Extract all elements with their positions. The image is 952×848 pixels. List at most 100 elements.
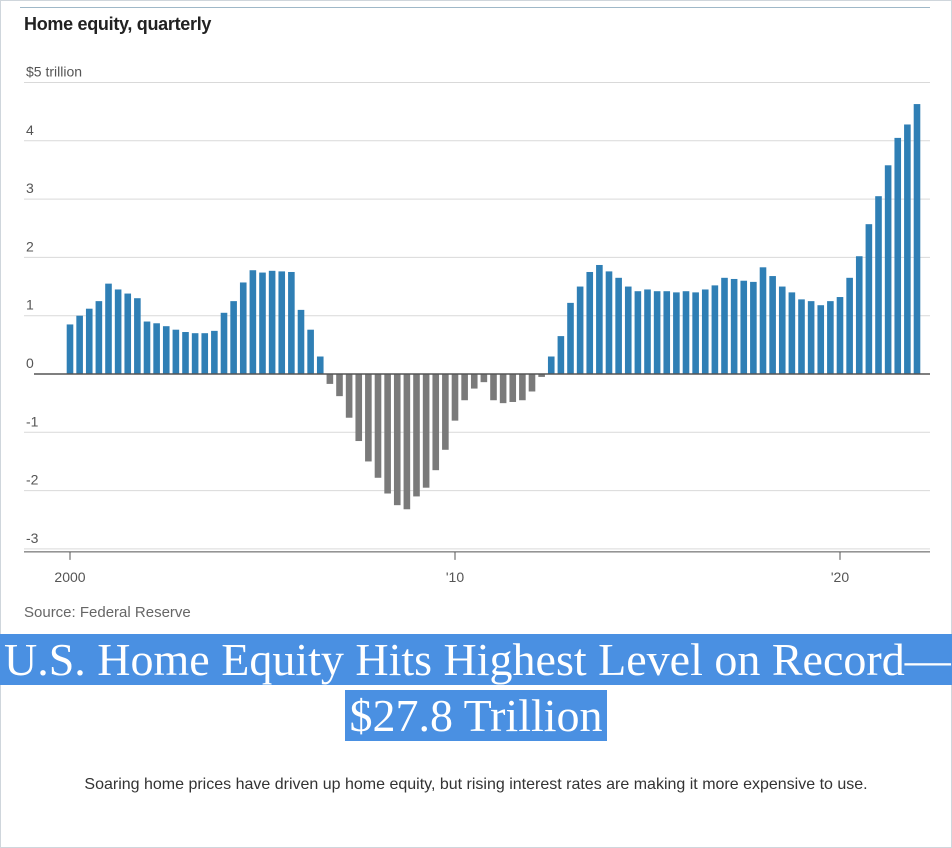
bar	[528, 374, 536, 392]
bar	[615, 277, 622, 374]
bar	[836, 297, 844, 374]
bar	[884, 165, 892, 374]
bar	[297, 309, 305, 374]
bar	[239, 282, 247, 374]
bar	[230, 301, 237, 375]
bar	[807, 301, 815, 375]
bar	[76, 315, 83, 374]
bar	[134, 298, 141, 374]
bar	[326, 374, 334, 384]
y-tick-label: 3	[26, 180, 34, 196]
bar	[711, 285, 719, 374]
bar	[827, 301, 834, 375]
bar	[384, 374, 391, 494]
bar	[413, 374, 420, 497]
bar	[586, 271, 594, 374]
bar	[769, 276, 776, 374]
bar	[557, 336, 565, 374]
bar	[470, 374, 478, 389]
bar	[730, 278, 738, 374]
bar	[153, 323, 160, 374]
bar	[576, 286, 584, 374]
bar	[855, 256, 863, 374]
bar	[894, 137, 902, 374]
y-tick-label: $5 trillion	[26, 64, 82, 80]
bar	[547, 356, 555, 374]
bar	[374, 374, 382, 478]
y-tick-label: -2	[26, 472, 39, 488]
bar	[865, 224, 873, 374]
home-equity-bar-chart: $5 trillion 4 3 2 1 0 -1 -2 -3 2000 '10 '20	[24, 64, 930, 585]
bar	[673, 292, 680, 374]
bar	[480, 374, 488, 383]
bar	[124, 293, 132, 374]
bar	[759, 267, 767, 374]
y-tick-label: -3	[26, 530, 39, 546]
subheadline: Soaring home prices have driven up home …	[84, 776, 868, 793]
bar	[172, 329, 180, 374]
bar	[904, 124, 911, 374]
bar	[403, 374, 411, 510]
grid-layer	[24, 82, 930, 550]
bar	[393, 374, 401, 506]
bar	[567, 302, 574, 374]
y-tick-label: 1	[26, 297, 34, 313]
bar	[307, 329, 314, 374]
bar	[644, 289, 651, 374]
bar	[422, 374, 430, 488]
y-tick-label: 0	[26, 355, 34, 371]
bar	[316, 356, 324, 374]
bar	[490, 374, 497, 401]
bar	[268, 270, 276, 374]
bar	[634, 291, 642, 374]
bar	[451, 374, 459, 421]
bar-layer	[66, 104, 921, 510]
bar	[278, 271, 286, 374]
bar	[663, 291, 671, 374]
bar	[114, 289, 122, 374]
bar	[288, 271, 295, 374]
bar	[519, 374, 526, 401]
bar	[143, 321, 151, 374]
y-tick-label: 2	[26, 238, 34, 254]
bar	[846, 277, 853, 374]
bar	[721, 277, 728, 374]
bar	[355, 374, 363, 442]
bar	[788, 292, 796, 374]
x-tick-label: 2000	[54, 569, 85, 585]
bar	[778, 286, 786, 374]
bar	[191, 333, 199, 374]
bar	[798, 299, 805, 374]
bar	[162, 326, 170, 374]
bar	[740, 280, 748, 374]
y-tick-label: 4	[26, 122, 34, 138]
source-note: Source: Federal Reserve	[24, 604, 191, 621]
bar	[336, 374, 343, 397]
bar	[750, 281, 757, 374]
y-tick-label: -1	[26, 413, 39, 429]
x-tick-label: '20	[831, 569, 849, 585]
axis-layer: $5 trillion 4 3 2 1 0 -1 -2 -3 2000 '10 '20	[24, 64, 930, 585]
bar	[345, 374, 353, 418]
bar	[499, 374, 507, 404]
bar	[624, 286, 632, 374]
bar	[653, 291, 661, 374]
bar	[442, 374, 449, 450]
chart-title: Home equity, quarterly	[24, 14, 212, 34]
bar	[220, 312, 228, 374]
bar	[682, 291, 690, 374]
bar	[596, 264, 603, 374]
bar	[95, 301, 103, 375]
bar	[692, 292, 699, 374]
chart-top-rule	[20, 7, 930, 8]
bar	[105, 283, 112, 374]
bar	[211, 330, 218, 374]
bar	[182, 332, 189, 374]
bar	[605, 271, 613, 374]
bar	[461, 374, 468, 401]
bar	[85, 308, 93, 374]
bar	[538, 374, 545, 377]
headline[interactable]: U.S. Home Equity Hits Highest Level on R…	[0, 634, 952, 741]
bar	[365, 374, 372, 462]
bar	[913, 104, 921, 374]
